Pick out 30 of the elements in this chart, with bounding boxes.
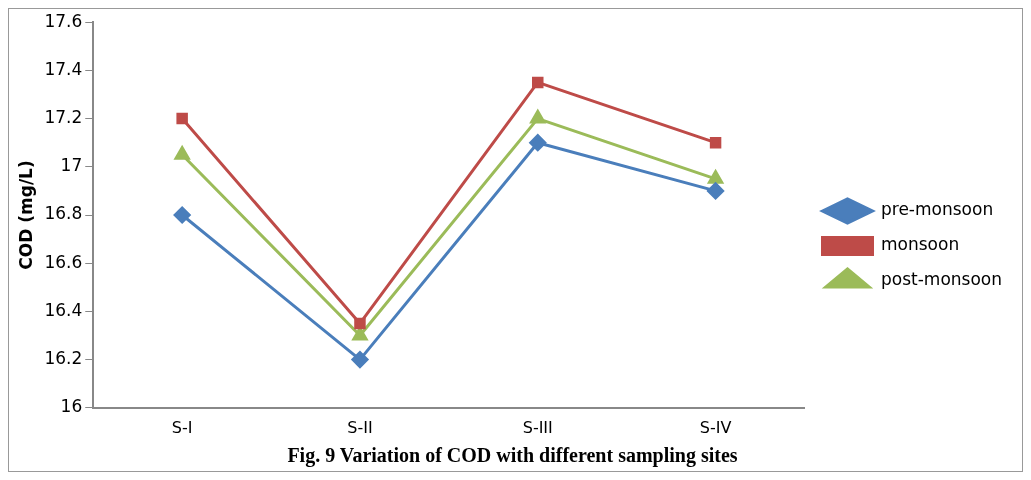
y-tick-label: 17.2 [44, 107, 83, 128]
legend-label: monsoon [880, 234, 960, 255]
point [352, 327, 368, 341]
point [708, 170, 724, 184]
point [709, 136, 722, 149]
point [351, 351, 369, 369]
x-tick-label: S-IV [699, 417, 732, 437]
y-tick-label: 17.4 [44, 58, 83, 79]
y-tick-label: 16.2 [44, 348, 83, 369]
legend-label: pre-monsoon [880, 199, 994, 220]
point [174, 146, 190, 160]
y-axis-title: COD (mg/L) [15, 160, 36, 270]
point [354, 317, 366, 330]
text: Fig. 9 Variation of COD with different sampling sites [287, 444, 738, 468]
point [173, 206, 191, 224]
y-tick-label: 16 [60, 396, 83, 417]
point [707, 182, 725, 200]
y-tick-label: 16.8 [44, 203, 83, 224]
point [532, 76, 544, 89]
legend-label: post-monsoon [880, 269, 1003, 290]
y-tick-label: 17.6 [44, 10, 83, 31]
x-tick-label: S-II [347, 417, 373, 437]
x-tick-label: S-III [522, 417, 553, 437]
y-tick-label: 16.6 [44, 251, 83, 272]
point [176, 112, 188, 125]
x-tick-label: S-I [171, 417, 193, 437]
point [529, 134, 547, 152]
point [530, 110, 546, 124]
y-tick-label: 17 [60, 155, 83, 176]
y-tick-label: 16.4 [44, 299, 83, 320]
